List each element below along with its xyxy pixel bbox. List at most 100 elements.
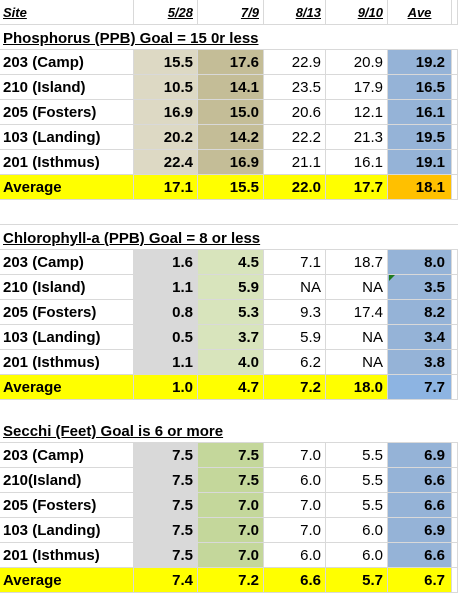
value-cell[interactable]: 5.9 <box>198 275 264 300</box>
empty-cell[interactable] <box>452 50 458 75</box>
value-cell[interactable]: 7.5 <box>134 493 198 518</box>
ave-cell[interactable]: 19.2 <box>388 50 452 75</box>
value-cell[interactable]: 3.7 <box>198 325 264 350</box>
value-cell[interactable]: 6.6 <box>264 568 326 593</box>
value-cell[interactable]: 7.0 <box>264 518 326 543</box>
value-cell[interactable]: 5.3 <box>198 300 264 325</box>
value-cell[interactable]: 7.4 <box>134 568 198 593</box>
value-cell[interactable]: 7.0 <box>264 493 326 518</box>
value-cell[interactable]: 20.9 <box>326 50 388 75</box>
value-cell[interactable]: 7.5 <box>134 518 198 543</box>
value-cell[interactable]: 21.1 <box>264 150 326 175</box>
value-cell[interactable]: 7.2 <box>264 375 326 400</box>
site-name[interactable]: 205 (Fosters) <box>0 300 134 325</box>
value-cell[interactable]: 7.5 <box>134 443 198 468</box>
empty-cell[interactable] <box>452 175 458 200</box>
value-cell[interactable]: 4.5 <box>198 250 264 275</box>
empty-cell[interactable] <box>452 125 458 150</box>
average-ave-cell[interactable]: 6.7 <box>388 568 452 593</box>
value-cell[interactable]: 4.0 <box>198 350 264 375</box>
empty-cell[interactable] <box>452 150 458 175</box>
ave-cell[interactable]: 19.5 <box>388 125 452 150</box>
value-cell[interactable]: 16.1 <box>326 150 388 175</box>
site-name[interactable]: 201 (Isthmus) <box>0 350 134 375</box>
value-cell[interactable]: 6.0 <box>326 518 388 543</box>
value-cell[interactable]: 1.1 <box>134 350 198 375</box>
value-cell[interactable]: 22.2 <box>264 125 326 150</box>
value-cell[interactable]: 7.5 <box>198 468 264 493</box>
ave-cell[interactable]: 6.6 <box>388 493 452 518</box>
value-cell[interactable]: 23.5 <box>264 75 326 100</box>
value-cell[interactable]: 17.9 <box>326 75 388 100</box>
empty-cell[interactable] <box>452 543 458 568</box>
site-name[interactable]: 205 (Fosters) <box>0 493 134 518</box>
value-cell[interactable]: 21.3 <box>326 125 388 150</box>
value-cell[interactable]: 22.0 <box>264 175 326 200</box>
value-cell[interactable]: 6.0 <box>326 543 388 568</box>
value-cell[interactable]: 7.2 <box>198 568 264 593</box>
value-cell[interactable]: 7.5 <box>134 468 198 493</box>
value-cell[interactable]: 5.5 <box>326 493 388 518</box>
value-cell[interactable]: 7.1 <box>264 250 326 275</box>
ave-cell[interactable]: 3.8 <box>388 350 452 375</box>
value-cell[interactable]: 16.9 <box>198 150 264 175</box>
ave-cell[interactable]: 3.5 <box>388 275 452 300</box>
value-cell[interactable]: NA <box>326 325 388 350</box>
empty-cell[interactable] <box>452 350 458 375</box>
value-cell[interactable]: 7.0 <box>264 443 326 468</box>
value-cell[interactable]: 1.0 <box>134 375 198 400</box>
ave-cell[interactable]: 16.1 <box>388 100 452 125</box>
ave-cell[interactable]: 6.9 <box>388 518 452 543</box>
value-cell[interactable]: 10.5 <box>134 75 198 100</box>
blank-cell[interactable] <box>0 200 458 225</box>
empty-cell[interactable] <box>452 518 458 543</box>
site-name[interactable]: 103 (Landing) <box>0 325 134 350</box>
ave-cell[interactable]: 6.9 <box>388 443 452 468</box>
value-cell[interactable]: 6.2 <box>264 350 326 375</box>
value-cell[interactable]: 17.6 <box>198 50 264 75</box>
empty-cell[interactable] <box>452 375 458 400</box>
site-name[interactable]: 203 (Camp) <box>0 50 134 75</box>
value-cell[interactable]: 22.4 <box>134 150 198 175</box>
average-label[interactable]: Average <box>0 175 134 200</box>
header-site[interactable]: Site <box>0 0 134 25</box>
value-cell[interactable]: 1.6 <box>134 250 198 275</box>
site-name[interactable]: 103 (Landing) <box>0 518 134 543</box>
value-cell[interactable]: 5.9 <box>264 325 326 350</box>
ave-cell[interactable]: 6.6 <box>388 468 452 493</box>
value-cell[interactable]: 9.3 <box>264 300 326 325</box>
empty-cell[interactable] <box>452 275 458 300</box>
empty-cell[interactable] <box>452 493 458 518</box>
value-cell[interactable]: 15.5 <box>134 50 198 75</box>
header-ave[interactable]: Ave <box>388 0 452 25</box>
value-cell[interactable]: 18.0 <box>326 375 388 400</box>
phosphorus-title-cell[interactable] <box>0 25 458 50</box>
value-cell[interactable]: 4.7 <box>198 375 264 400</box>
value-cell[interactable]: 7.0 <box>198 518 264 543</box>
value-cell[interactable]: 20.6 <box>264 100 326 125</box>
value-cell[interactable]: 17.4 <box>326 300 388 325</box>
value-cell[interactable]: NA <box>326 350 388 375</box>
value-cell[interactable]: 17.7 <box>326 175 388 200</box>
value-cell[interactable]: 5.5 <box>326 443 388 468</box>
site-name[interactable]: 103 (Landing) <box>0 125 134 150</box>
header-date-2[interactable]: 7/9 <box>198 0 264 25</box>
ave-cell[interactable]: 3.4 <box>388 325 452 350</box>
value-cell[interactable]: 20.2 <box>134 125 198 150</box>
header-date-1[interactable]: 5/28 <box>134 0 198 25</box>
comment-indicator-icon[interactable] <box>389 275 395 281</box>
value-cell[interactable]: NA <box>264 275 326 300</box>
site-name[interactable]: 210 (Island) <box>0 275 134 300</box>
value-cell[interactable]: 6.0 <box>264 468 326 493</box>
empty-cell[interactable] <box>452 250 458 275</box>
header-extra-cell[interactable] <box>452 0 458 25</box>
value-cell[interactable]: 14.1 <box>198 75 264 100</box>
value-cell[interactable]: 16.9 <box>134 100 198 125</box>
value-cell[interactable]: 0.8 <box>134 300 198 325</box>
value-cell[interactable]: 17.1 <box>134 175 198 200</box>
empty-cell[interactable] <box>452 300 458 325</box>
empty-cell[interactable] <box>452 568 458 593</box>
ave-cell[interactable]: 8.2 <box>388 300 452 325</box>
empty-cell[interactable] <box>452 443 458 468</box>
value-cell[interactable]: 12.1 <box>326 100 388 125</box>
